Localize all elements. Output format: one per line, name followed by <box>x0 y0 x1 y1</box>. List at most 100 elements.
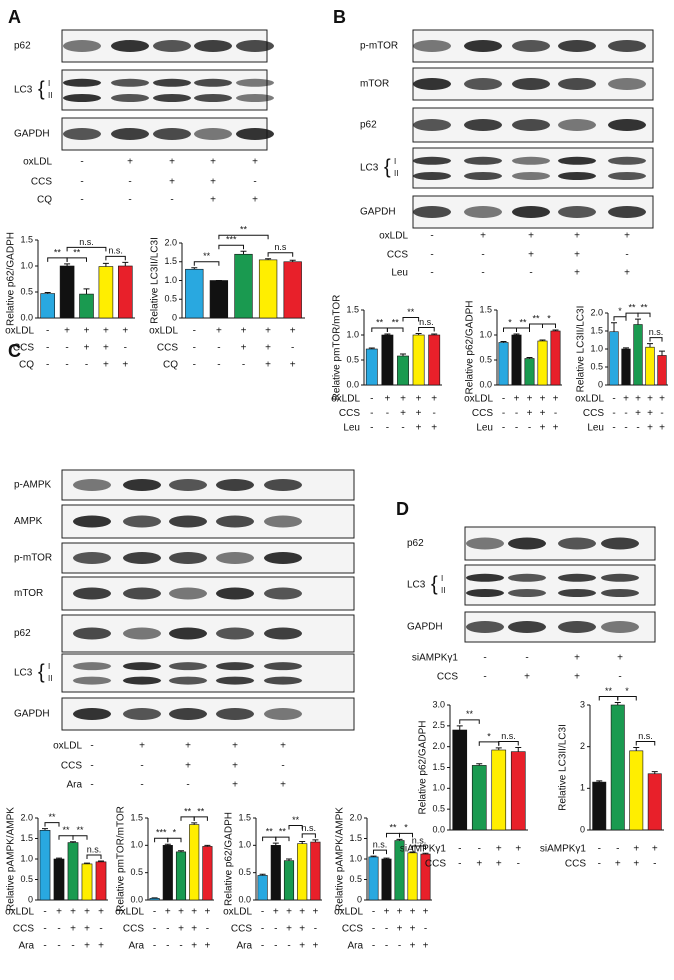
condition-sign: + <box>127 157 133 168</box>
condition-sign: + <box>169 177 175 188</box>
blot-band <box>413 40 451 52</box>
condition-sign: + <box>185 761 191 772</box>
condition-sign: - <box>515 408 518 419</box>
significance-label: * <box>547 313 551 323</box>
condition-sign: + <box>84 343 90 354</box>
bar <box>365 348 378 386</box>
bar <box>381 858 392 901</box>
bar <box>39 829 51 901</box>
blot-band <box>153 128 191 140</box>
blot-label: p-AMPK <box>14 480 52 491</box>
error-bar <box>44 292 51 294</box>
error-bar <box>84 862 90 864</box>
condition-sign: + <box>423 941 429 952</box>
condition-sign: + <box>553 394 559 405</box>
condition-name: Leu <box>476 423 493 434</box>
significance-label: ** <box>605 686 613 696</box>
blot-frame <box>412 147 654 189</box>
condition-sign: - <box>481 250 484 261</box>
condition-sign: - <box>612 408 615 419</box>
significance-label: ** <box>240 225 248 235</box>
condition-sign: + <box>191 924 197 935</box>
condition-sign: + <box>574 250 580 261</box>
blot-label: p-mTOR <box>14 553 52 564</box>
error-bar <box>476 763 483 766</box>
condition-name: Leu <box>587 423 604 434</box>
significance-bracket <box>373 849 387 855</box>
significance-bracket <box>386 832 400 838</box>
bar <box>297 843 308 901</box>
significance-bracket <box>598 696 619 701</box>
significance-label: ** <box>376 317 384 327</box>
condition-sign: + <box>286 907 292 918</box>
blot-frame <box>61 653 355 693</box>
error-bar <box>286 858 292 861</box>
condition-sign: - <box>430 268 433 279</box>
error-bar <box>539 339 546 341</box>
blot-band <box>216 515 254 528</box>
blot-band <box>169 708 207 720</box>
condition-name: oxLDL <box>5 907 34 918</box>
blot-band <box>512 172 550 180</box>
y-tick-label: 3 <box>580 699 585 709</box>
significance-label: n.s. <box>373 840 388 850</box>
blot-band <box>111 40 149 52</box>
error-bar <box>515 747 522 752</box>
blot-label: p-mTOR <box>360 41 398 52</box>
condition-sign: + <box>527 408 533 419</box>
condition-sign: - <box>372 941 375 952</box>
condition-sign: + <box>210 157 216 168</box>
significance-bracket <box>66 257 87 262</box>
condition-name: oxLDL <box>23 157 52 168</box>
significance-bracket <box>58 835 74 840</box>
blot-label: p62 <box>14 628 31 639</box>
condition-sign: - <box>386 408 389 419</box>
significance-bracket <box>86 854 102 860</box>
condition-name: Leu <box>343 423 360 434</box>
blot-band <box>123 515 161 528</box>
condition-sign: - <box>140 761 143 772</box>
condition-sign: - <box>502 423 505 434</box>
blot-band <box>601 537 639 550</box>
condition-sign: + <box>633 859 639 870</box>
bar <box>310 841 321 901</box>
significance-label: * <box>618 306 622 316</box>
bar <box>98 266 114 319</box>
condition-sign: + <box>103 343 109 354</box>
condition-sign: + <box>299 924 305 935</box>
error-bar <box>409 851 416 853</box>
error-bar <box>265 258 272 260</box>
y-axis-label: Relative p62/GADPH <box>465 301 476 395</box>
condition-sign: - <box>193 326 196 337</box>
condition-name: Ara <box>66 780 82 791</box>
blot-band <box>608 78 646 90</box>
y-tick-label: 0 <box>598 379 603 389</box>
significance-bracket <box>154 837 169 843</box>
panel-label: B <box>333 7 346 27</box>
panel-label: C <box>8 341 21 361</box>
condition-sign: + <box>290 360 296 371</box>
blot-band <box>601 621 639 633</box>
band-label: I <box>48 79 50 88</box>
y-tick-label: 1.0 <box>349 853 362 863</box>
condition-sign: - <box>71 941 74 952</box>
bar <box>510 751 526 831</box>
condition-sign: - <box>554 408 557 419</box>
condition-sign: + <box>185 741 191 752</box>
condition-sign: + <box>312 907 318 918</box>
blot-band <box>236 94 274 102</box>
condition-sign: + <box>122 326 128 337</box>
blot-label: LC3 <box>407 580 426 591</box>
condition-sign: + <box>659 394 665 405</box>
blot-frame <box>464 564 656 606</box>
blot-band <box>413 78 451 90</box>
condition-sign: + <box>273 907 279 918</box>
significance-bracket <box>167 837 182 843</box>
significance-label: n.s. <box>649 327 664 337</box>
significance-label: ** <box>184 806 192 816</box>
blot-band <box>512 206 550 218</box>
condition-sign: + <box>574 231 580 242</box>
condition-name: oxLDL <box>464 394 493 405</box>
error-bar <box>191 822 198 825</box>
error-bar <box>400 353 406 356</box>
